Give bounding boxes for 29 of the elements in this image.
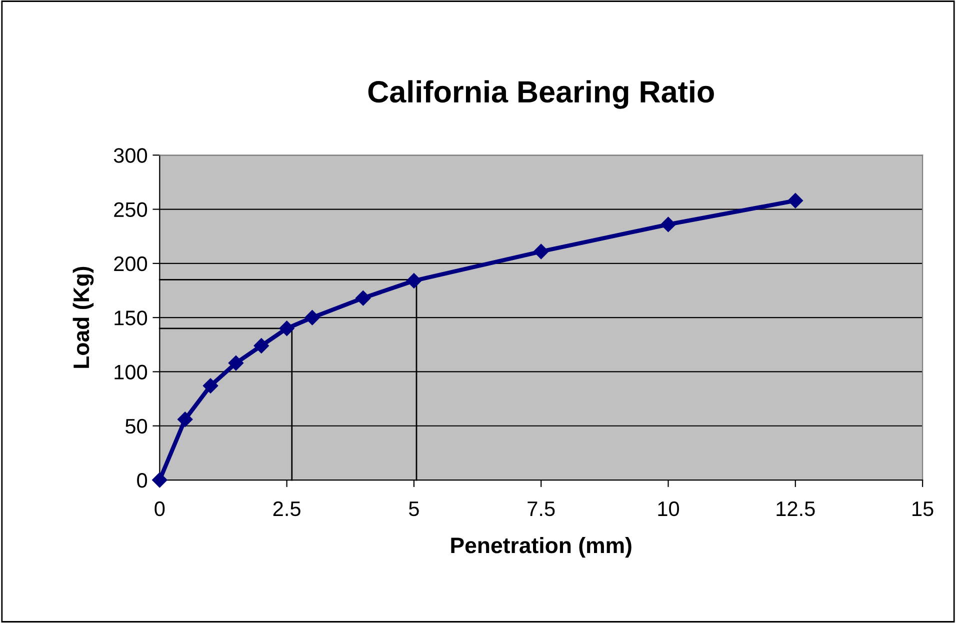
- point: [178, 412, 193, 427]
- point: [660, 216, 676, 232]
- chart-title: California Bearing Ratio: [368, 80, 714, 109]
- y-tick-label: 100: [114, 364, 148, 380]
- y-tick-label: 50: [126, 418, 148, 434]
- x-tick-label: 12.5: [776, 501, 815, 516]
- point: [279, 320, 294, 336]
- point: [304, 310, 320, 326]
- point: [254, 338, 269, 354]
- point: [356, 290, 371, 306]
- y-tick-label: 300: [114, 148, 148, 163]
- x-axis-title: Penetration (mm): [451, 536, 632, 558]
- x-tick-label: 0: [154, 501, 165, 516]
- point: [228, 355, 244, 371]
- y-tick-label: 0: [137, 473, 148, 488]
- y-tick-label: 250: [114, 202, 148, 218]
- x-tick-label: 2.5: [273, 501, 300, 516]
- x-tick-label: 5: [408, 502, 419, 516]
- y-tick-label: 150: [114, 310, 148, 326]
- y-axis-title: Load (Kg): [72, 266, 94, 368]
- point: [406, 273, 422, 288]
- x-tick-label: 15: [912, 502, 934, 516]
- point: [534, 244, 549, 260]
- x-tick-label: 7.5: [528, 502, 555, 516]
- x-tick-label: 10: [658, 501, 680, 516]
- point: [202, 378, 218, 394]
- point: [788, 193, 803, 208]
- point: [152, 472, 168, 488]
- y-tick-label: 200: [114, 256, 148, 272]
